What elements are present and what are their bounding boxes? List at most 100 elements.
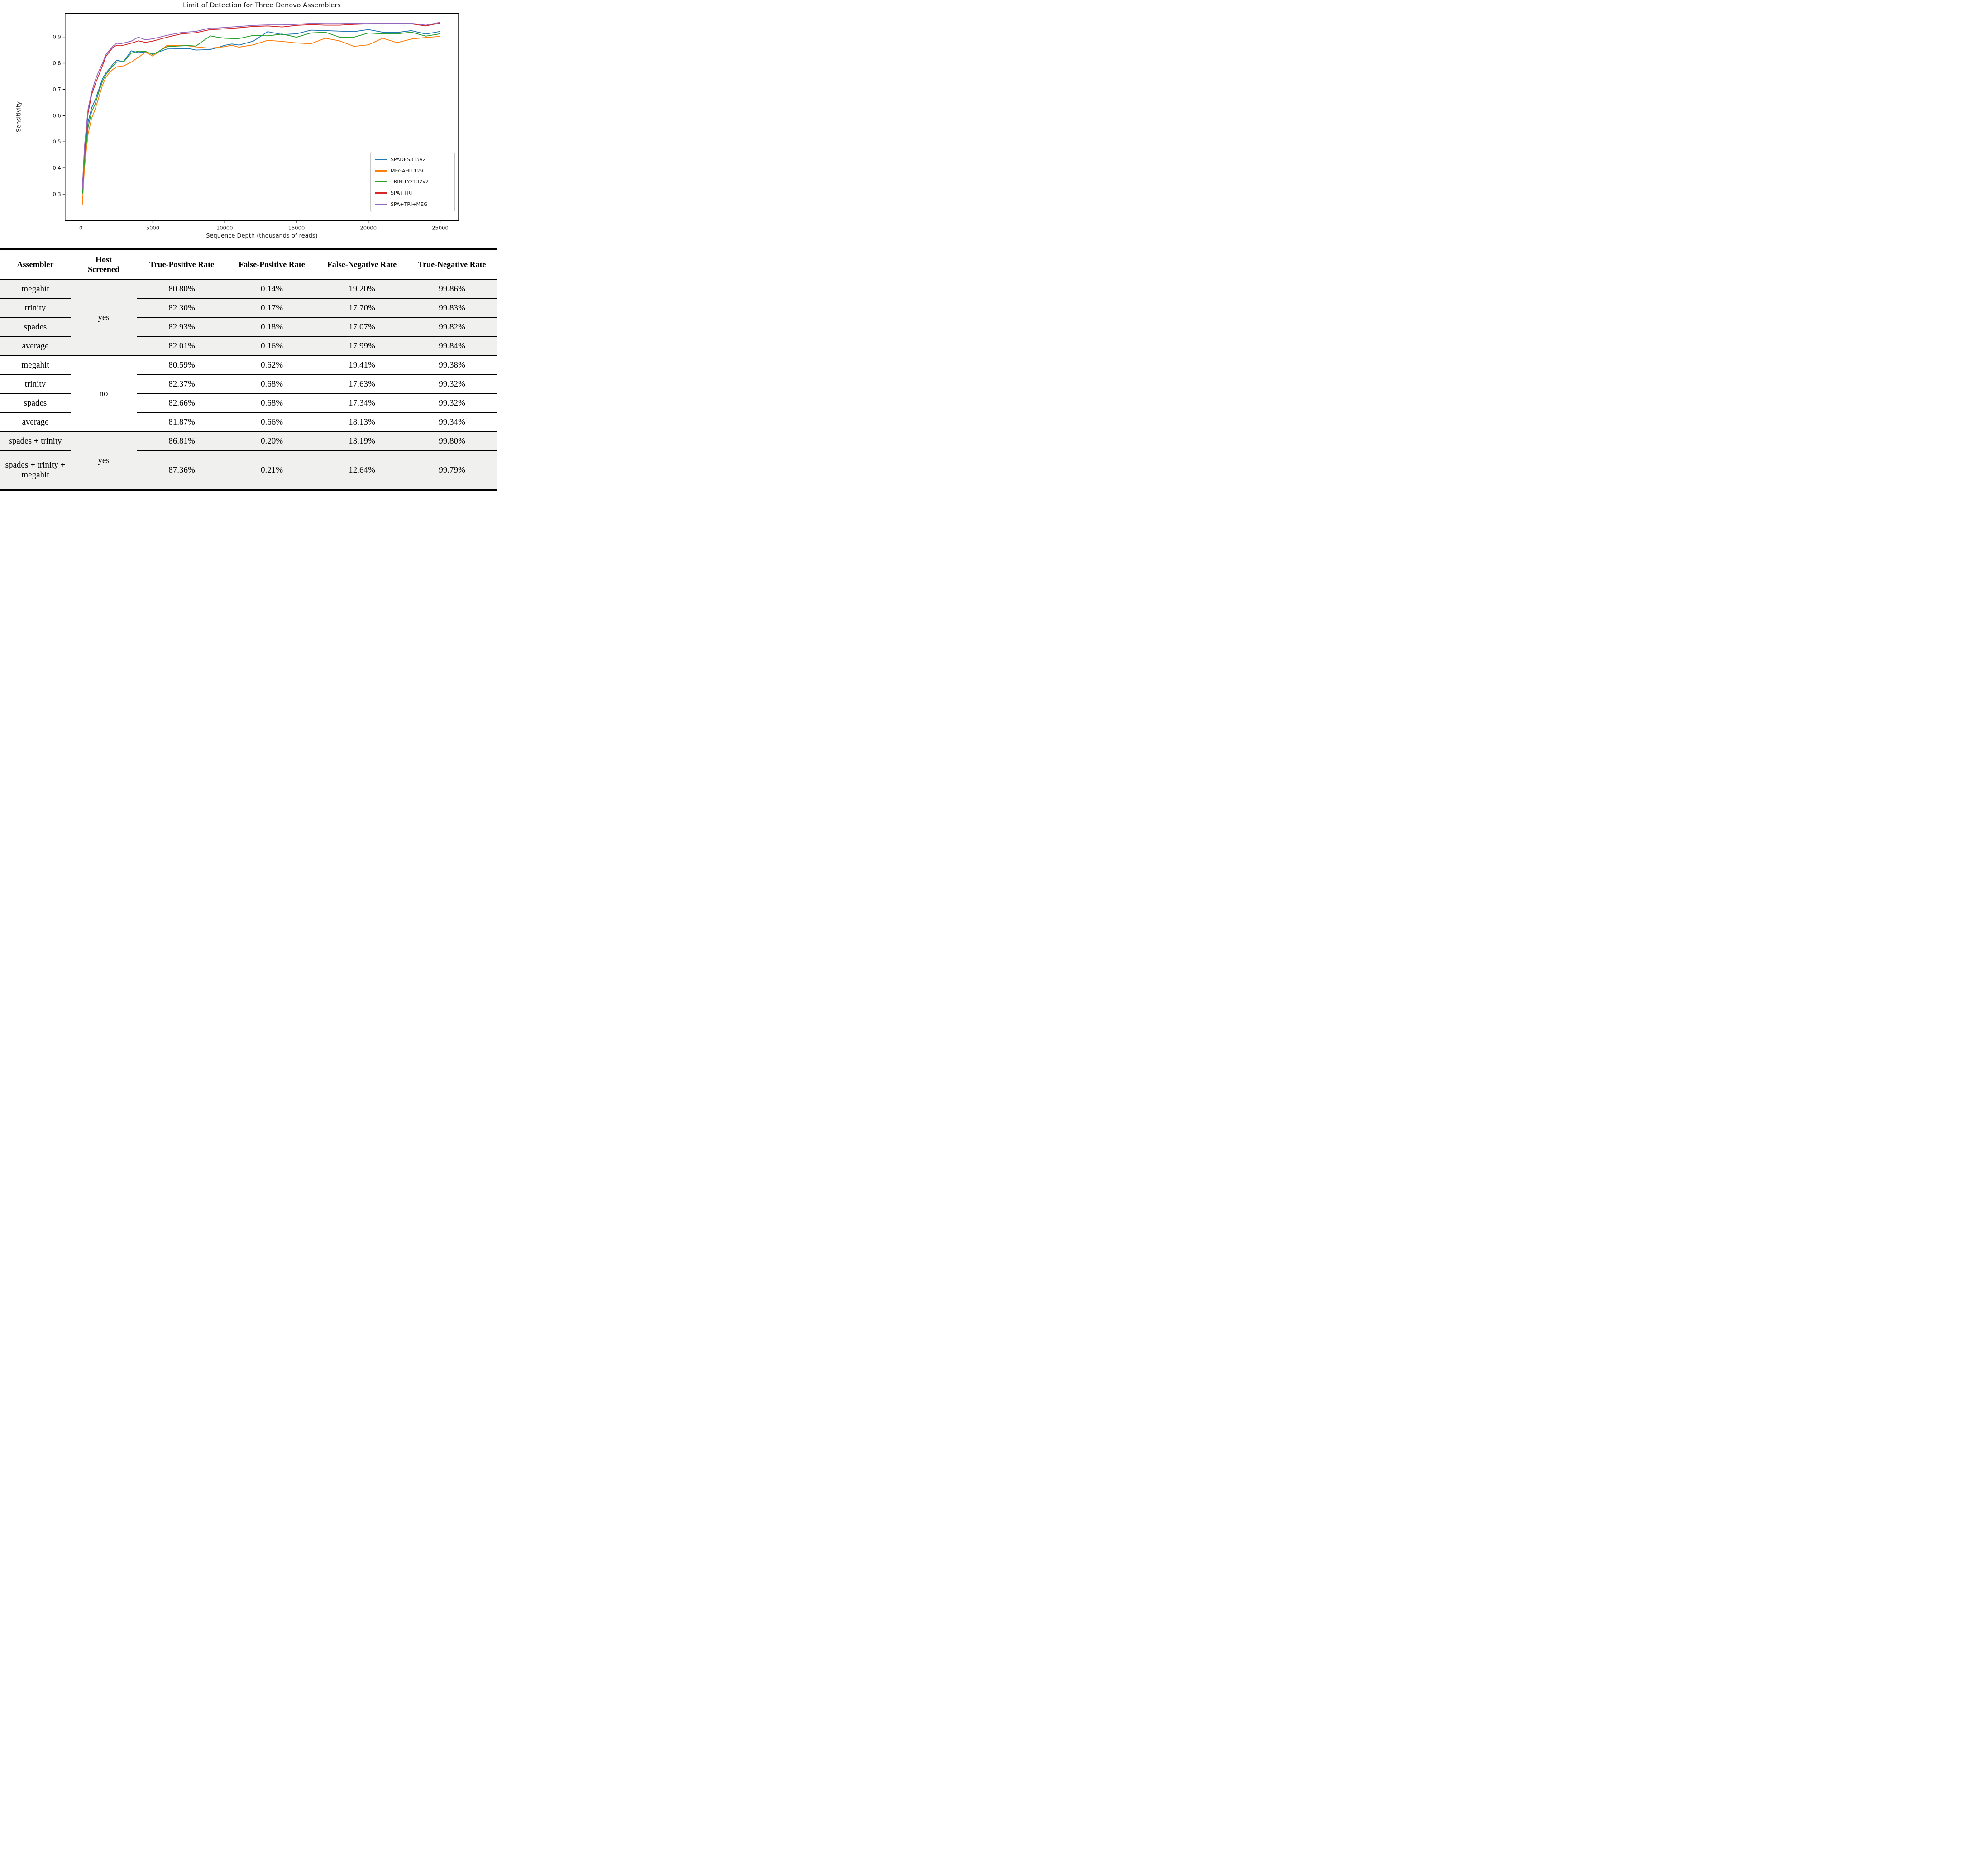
tn-cell: 99.38% bbox=[407, 355, 497, 375]
legend-label: TRINITY2132v2 bbox=[391, 179, 429, 185]
legend-line-swatch bbox=[375, 158, 387, 160]
legend-item: TRINITY2132v2 bbox=[371, 179, 454, 184]
assembler-cell: megahit bbox=[0, 279, 71, 299]
y-axis-label: Sensitivity bbox=[15, 101, 23, 132]
y-tick-label: 0.3 bbox=[53, 191, 61, 197]
tp-cell: 82.30% bbox=[137, 298, 227, 318]
fp-cell: 0.20% bbox=[227, 431, 317, 451]
legend-item: SPA+TRI+MEG bbox=[371, 202, 454, 207]
table-row: megahit no 80.59% 0.62% 19.41% 99.38% bbox=[0, 355, 497, 432]
fp-cell: 0.18% bbox=[227, 317, 317, 337]
plot-border bbox=[65, 13, 459, 221]
legend-item: SPA+TRI bbox=[371, 191, 454, 196]
legend-line-swatch bbox=[375, 181, 387, 183]
fp-cell: 0.68% bbox=[227, 393, 317, 413]
header-true-positive-rate: True-Positive Rate bbox=[137, 249, 227, 280]
chart-title: Limit of Detection for Three Denovo Asse… bbox=[183, 2, 341, 9]
tp-cell: 82.66% bbox=[137, 393, 227, 413]
fn-cell: 18.13% bbox=[317, 412, 407, 432]
host-screened-cell: no bbox=[71, 355, 137, 432]
tp-cell: 82.37% bbox=[137, 374, 227, 394]
fn-cell: 19.41% bbox=[317, 355, 407, 375]
y-tick-label: 0.9 bbox=[53, 34, 61, 40]
header-true-negative-rate: True-Negative Rate bbox=[407, 249, 497, 280]
tp-cell: 82.93% bbox=[137, 317, 227, 337]
assembler-cell: spades + trinity bbox=[0, 431, 71, 451]
tp-cell: 87.36% bbox=[137, 450, 227, 490]
header-false-negative-rate: False-Negative Rate bbox=[317, 249, 407, 280]
fp-cell: 0.16% bbox=[227, 336, 317, 356]
fp-cell: 0.17% bbox=[227, 298, 317, 318]
tn-cell: 99.86% bbox=[407, 279, 497, 299]
series-line-MEGAHIT129 bbox=[82, 36, 440, 205]
table-header-row: Assembler Host Screened True-Positive Ra… bbox=[0, 249, 497, 280]
x-tick-label: 5000 bbox=[146, 225, 159, 231]
series-line-SPA+TRI+MEG bbox=[82, 22, 440, 189]
line-plot-canvas: 0 5000 10000 15000 20000 25000 0.3 0.4 0.5 0.6 0.7… bbox=[53, 13, 459, 231]
y-tick-label: 0.5 bbox=[53, 138, 61, 145]
results-table: Assembler Host Screened True-Positive Ra… bbox=[0, 248, 497, 491]
assembler-cell: spades + trinity + megahit bbox=[0, 450, 71, 490]
assembler-cell: spades bbox=[0, 393, 71, 413]
legend-line-swatch bbox=[375, 204, 387, 205]
legend-label: SPA+TRI+MEG bbox=[391, 201, 428, 208]
tn-cell: 99.34% bbox=[407, 412, 497, 432]
x-tick-label: 15000 bbox=[288, 225, 305, 231]
tp-cell: 81.87% bbox=[137, 412, 227, 432]
host-screened-cell: yes bbox=[71, 279, 137, 356]
lod-chart: Limit of Detection for Three Denovo Asse… bbox=[0, 0, 497, 248]
fn-cell: 13.19% bbox=[317, 431, 407, 451]
x-tick-label: 0 bbox=[79, 225, 82, 231]
tp-cell: 80.80% bbox=[137, 279, 227, 299]
fp-cell: 0.68% bbox=[227, 374, 317, 394]
fp-cell: 0.66% bbox=[227, 412, 317, 432]
y-tick-label: 0.4 bbox=[53, 165, 61, 171]
table-row: average 81.87% 0.66% 18.13% 99.34% bbox=[0, 412, 497, 432]
table-row: spades + trinity + megahit 87.36% 0.21% … bbox=[0, 450, 497, 490]
fn-cell: 17.99% bbox=[317, 336, 407, 356]
header-assembler: Assembler bbox=[0, 249, 71, 280]
assembler-cell: spades bbox=[0, 317, 71, 337]
tp-cell: 82.01% bbox=[137, 336, 227, 356]
assembler-cell: trinity bbox=[0, 374, 71, 394]
fn-cell: 19.20% bbox=[317, 279, 407, 299]
tn-cell: 99.79% bbox=[407, 450, 497, 490]
table-row: spades 82.66% 0.68% 17.34% 99.32% bbox=[0, 393, 497, 413]
table-row: trinity 82.37% 0.68% 17.63% 99.32% bbox=[0, 374, 497, 394]
fn-cell: 17.34% bbox=[317, 393, 407, 413]
tp-cell: 86.81% bbox=[137, 431, 227, 451]
header-host-screened: Host Screened bbox=[71, 249, 137, 280]
fp-cell: 0.21% bbox=[227, 450, 317, 490]
series-line-TRINITY2132v2 bbox=[82, 32, 440, 195]
tn-cell: 99.82% bbox=[407, 317, 497, 337]
series-line-SPADES315v2 bbox=[82, 29, 440, 193]
assembler-cell: trinity bbox=[0, 298, 71, 318]
fn-cell: 17.70% bbox=[317, 298, 407, 318]
table-row: average 82.01% 0.16% 17.99% 99.84% bbox=[0, 336, 497, 356]
table-row: megahit yes 80.80% 0.14% 19.20% 99.86% bbox=[0, 279, 497, 356]
tn-cell: 99.32% bbox=[407, 393, 497, 413]
assembler-cell: average bbox=[0, 412, 71, 432]
legend-item: SPADES315v2 bbox=[371, 157, 454, 162]
legend-label: SPADES315v2 bbox=[391, 156, 426, 162]
tn-cell: 99.84% bbox=[407, 336, 497, 356]
legend-item: MEGAHIT129 bbox=[371, 168, 454, 173]
y-tick-label: 0.6 bbox=[53, 112, 61, 119]
x-tick-label: 25000 bbox=[432, 225, 449, 231]
fn-cell: 17.07% bbox=[317, 317, 407, 337]
legend: SPADES315v2 MEGAHIT129 TRINITY2132v2 SPA… bbox=[370, 152, 455, 212]
legend-label: MEGAHIT129 bbox=[391, 167, 423, 174]
legend-line-swatch bbox=[375, 192, 387, 194]
x-tick-label: 20000 bbox=[360, 225, 377, 231]
tn-cell: 99.83% bbox=[407, 298, 497, 318]
assembler-cell: megahit bbox=[0, 355, 71, 375]
fp-cell: 0.62% bbox=[227, 355, 317, 375]
tn-cell: 99.80% bbox=[407, 431, 497, 451]
tn-cell: 99.32% bbox=[407, 374, 497, 394]
figure: Limit of Detection for Three Denovo Asse… bbox=[0, 0, 497, 491]
header-false-positive-rate: False-Positive Rate bbox=[227, 249, 317, 280]
host-screened-cell: yes bbox=[71, 431, 137, 490]
y-tick-label: 0.8 bbox=[53, 60, 61, 67]
series-line-SPA+TRI bbox=[82, 23, 440, 189]
table-row: spades 82.93% 0.18% 17.07% 99.82% bbox=[0, 317, 497, 337]
